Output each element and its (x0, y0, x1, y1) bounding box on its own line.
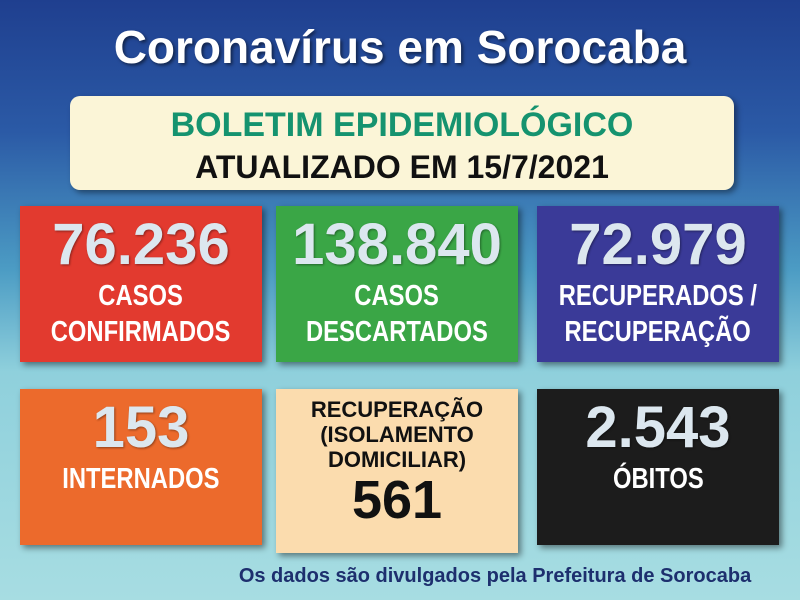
stat-label: RECUPERAÇÃO (310, 397, 484, 422)
stat-label: ÓBITOS (612, 463, 704, 495)
footer: Os dados são divulgados pela Prefeitura … (238, 565, 752, 587)
stat-label: CONFIRMADOS (51, 316, 231, 348)
stat-value: 138.840 (292, 212, 502, 277)
stat-label: DOMICILIAR) (327, 447, 467, 472)
stat-label-line: DESCARTADOS (276, 314, 518, 350)
title: Coronavírus em Sorocaba (113, 21, 687, 73)
stat-label-line: ÓBITOS (537, 461, 779, 497)
stat-label: RECUPERAÇÃO (564, 316, 752, 348)
stat-label: CASOS (354, 280, 440, 312)
stat-label-line: RECUPERAÇÃO (276, 397, 518, 422)
stat-value: 76.236 (52, 212, 230, 277)
stat-value: 153 (92, 395, 190, 460)
stat-card: 2.543 ÓBITOS (537, 389, 779, 545)
stat-label-line: (ISOLAMENTO (276, 422, 518, 447)
stat-value: 72.979 (569, 212, 747, 277)
stat-label-line: CONFIRMADOS (20, 314, 262, 350)
stat-value: 561 (351, 470, 443, 530)
stat-label-line: INTERNADOS (20, 461, 262, 497)
bulletin-date: ATUALIZADO EM 15/7/2021 (195, 149, 609, 185)
stat-card: 72.979 RECUPERADOS / RECUPERAÇÃO (537, 206, 779, 362)
stat-card: 76.236 CASOS CONFIRMADOS (20, 206, 262, 362)
stat-label: RECUPERADOS / (558, 280, 758, 312)
stat-card: RECUPERAÇÃO (ISOLAMENTO DOMICILIAR) 561 (276, 389, 518, 553)
stat-label: INTERNADOS (62, 463, 220, 495)
bulletin: BOLETIM EPIDEMIOLÓGICO ATUALIZADO EM 15/… (70, 96, 734, 190)
stat-label-line: RECUPERAÇÃO (537, 314, 779, 350)
bulletin-heading: BOLETIM EPIDEMIOLÓGICO (170, 106, 634, 144)
stat-card: 138.840 CASOS DESCARTADOS (276, 206, 518, 362)
stat-label-line: DOMICILIAR) (276, 447, 518, 472)
stat-label: CASOS (98, 280, 184, 312)
stat-value: 2.543 (585, 395, 731, 460)
stat-label-line: CASOS (20, 278, 262, 314)
stat-label-line: RECUPERADOS / (537, 278, 779, 314)
stat-label: DESCARTADOS (306, 316, 488, 348)
stat-card: 153 INTERNADOS (20, 389, 262, 545)
stat-label: (ISOLAMENTO (320, 422, 474, 447)
stat-label-line: CASOS (276, 278, 518, 314)
